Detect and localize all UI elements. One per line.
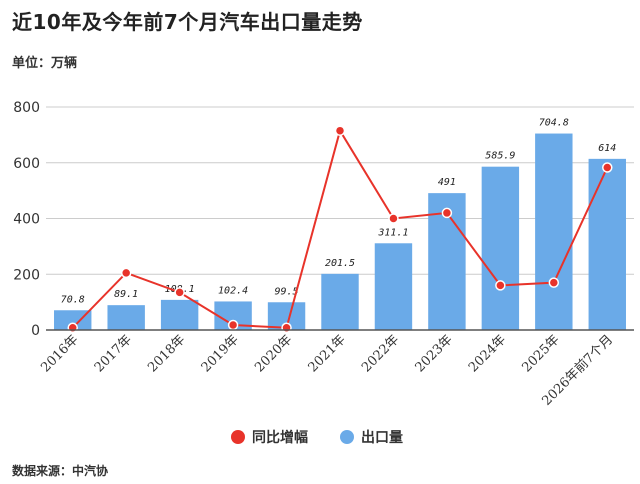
x-tick-label: 2025年 xyxy=(519,332,562,375)
bar xyxy=(374,243,413,330)
bars xyxy=(54,133,626,330)
x-tick-label: 2020年 xyxy=(252,332,295,375)
bar xyxy=(481,166,520,330)
bar xyxy=(160,299,199,330)
source-note: 数据来源：中汽协 xyxy=(12,464,109,478)
legend-bar-marker xyxy=(340,430,354,444)
x-tick-label: 2018年 xyxy=(145,332,188,375)
bar-data-label: 99.5 xyxy=(274,286,298,297)
growth-point xyxy=(227,319,239,331)
bar xyxy=(107,305,145,330)
growth-point xyxy=(67,322,78,334)
bar xyxy=(321,273,359,330)
bar-data-label: 704.8 xyxy=(539,118,569,129)
x-tick-label: 2021年 xyxy=(306,332,349,375)
y-tick-label: 200 xyxy=(13,267,40,283)
y-tick-label: 0 xyxy=(31,323,40,339)
growth-point xyxy=(548,277,560,288)
growth-point xyxy=(495,280,506,291)
x-tick-label: 2022年 xyxy=(359,332,402,375)
legend-line-marker xyxy=(231,430,245,444)
y-tick-label: 600 xyxy=(13,156,40,172)
bar-data-label: 70.8 xyxy=(61,294,85,305)
growth-point xyxy=(334,125,346,136)
bar-data-label: 311.1 xyxy=(377,227,408,238)
y-axis-ticks: 0 200 400 600 800 xyxy=(13,100,40,339)
chart-title: 近10年及今年前7个月汽车出口量走势 xyxy=(12,10,363,34)
bar-data-label: 614 xyxy=(598,143,616,154)
unit-label: 单位：万辆 xyxy=(12,56,78,71)
x-tick-label: 2023年 xyxy=(413,332,456,375)
bar-data-label: 89.1 xyxy=(114,289,138,300)
bar xyxy=(588,158,626,330)
bar-data-label: 491 xyxy=(438,177,456,188)
bar xyxy=(54,310,92,330)
legend-bar-label: 出口量 xyxy=(361,429,403,446)
bar xyxy=(535,133,573,330)
growth-point xyxy=(602,162,613,173)
bar-data-label: 102.4 xyxy=(218,285,248,296)
y-tick-label: 800 xyxy=(13,100,40,116)
growth-point xyxy=(120,267,132,279)
x-tick-label: 2016年 xyxy=(38,332,81,375)
x-tick-label: 2017年 xyxy=(92,332,135,375)
y-tick-label: 400 xyxy=(13,212,40,228)
x-tick-label: 2024年 xyxy=(466,332,509,375)
x-tick-label: 2019年 xyxy=(199,332,242,375)
bar-data-label: 201.5 xyxy=(325,258,355,269)
growth-line xyxy=(67,125,613,334)
x-axis-ticks: 2016年 2017年 2018年 2019年 2020年 2021年 2022年 2023年… xyxy=(38,332,616,409)
growth-point xyxy=(441,207,453,219)
legend-line-label: 同比增幅 xyxy=(252,429,308,446)
growth-point xyxy=(388,213,399,224)
growth-point xyxy=(281,322,292,334)
legend: 同比增幅 出口量 xyxy=(231,429,403,446)
bar-data-label: 585.9 xyxy=(485,151,515,162)
growth-point xyxy=(174,287,185,298)
